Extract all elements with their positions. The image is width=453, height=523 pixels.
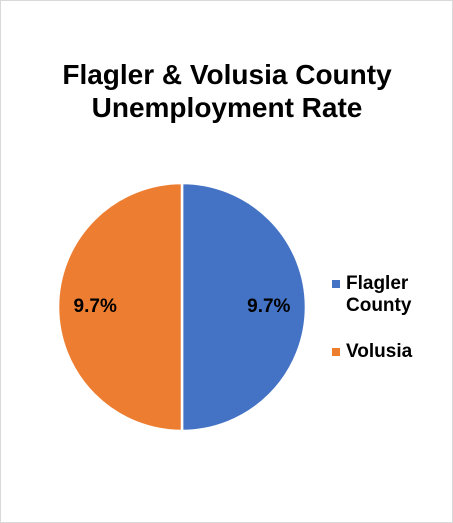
legend-label: Flagler County — [346, 273, 412, 316]
legend-swatch — [332, 280, 340, 288]
chart-title: Flagler & Volusia County Unemployment Ra… — [62, 59, 392, 123]
pie-slice — [56, 181, 184, 433]
legend-swatch — [332, 348, 340, 356]
legend-label: Volusia — [346, 341, 413, 362]
data-label: 9.7% — [247, 296, 290, 317]
data-label: 9.7% — [74, 296, 117, 317]
pie-slice — [180, 181, 308, 433]
